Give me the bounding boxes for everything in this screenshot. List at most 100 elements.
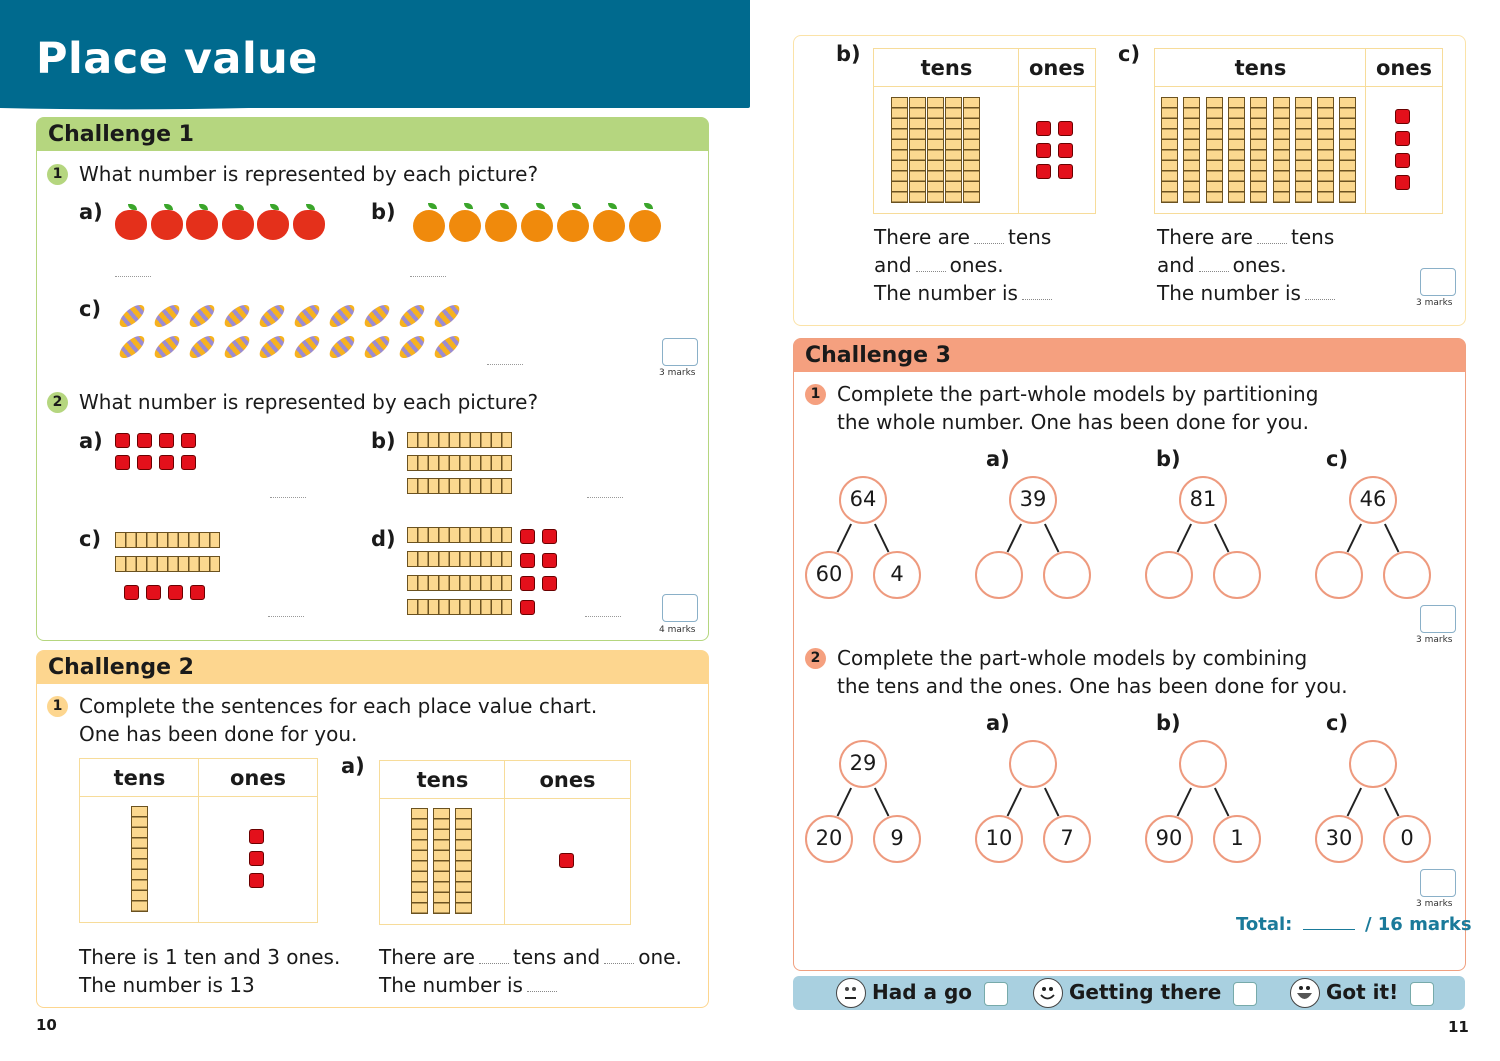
sentence-a-1: There are tens and one.	[379, 943, 682, 971]
text: tens	[1008, 225, 1052, 249]
divider	[198, 759, 199, 922]
ones-cube	[1058, 142, 1073, 158]
leaf-icon	[428, 203, 437, 209]
answer-blank[interactable]	[526, 991, 557, 992]
answer-line[interactable]	[487, 364, 523, 365]
ones-cube	[1058, 164, 1073, 179]
answer-blank[interactable]	[479, 963, 509, 964]
answer-blank[interactable]	[974, 243, 1004, 244]
whole-answer-circle[interactable]	[1349, 740, 1397, 788]
page-number-left: 10	[36, 1016, 57, 1034]
ones-cube	[249, 873, 264, 888]
tens-rod	[891, 97, 908, 203]
item-label: a)	[79, 200, 103, 224]
marks-box[interactable]	[662, 594, 698, 622]
answer-blank[interactable]	[1021, 299, 1052, 300]
total-label: Total:	[1236, 914, 1293, 935]
tens-header: tens	[80, 759, 199, 797]
part-answer-circle[interactable]	[1315, 551, 1363, 599]
part-answer-circle[interactable]	[1043, 551, 1091, 599]
answer-blank[interactable]	[915, 271, 946, 272]
answer-blank[interactable]	[1304, 299, 1335, 300]
part-answer-circle[interactable]	[1145, 551, 1193, 599]
total-blank[interactable]	[1302, 929, 1355, 930]
part-circle: 0	[1383, 815, 1431, 863]
question-number: 2	[805, 648, 826, 669]
ones-header: ones	[199, 759, 317, 797]
tens-rod	[455, 808, 472, 914]
question-text-line1: Complete the part-whole models by combin…	[837, 646, 1308, 670]
part-answer-circle[interactable]	[1213, 551, 1261, 599]
ones-cube	[1036, 121, 1051, 136]
tens-header: tens	[874, 49, 1019, 87]
answer-blank[interactable]	[1257, 243, 1287, 244]
marks-box[interactable]	[1420, 268, 1456, 296]
answer-line[interactable]	[115, 276, 151, 277]
text: The number is	[1157, 281, 1301, 305]
page-number-right: 11	[1448, 1018, 1469, 1036]
text: tens and	[513, 945, 601, 969]
marks-box[interactable]	[1420, 605, 1456, 633]
whole-circle: 29	[839, 740, 887, 788]
answer-blank[interactable]	[604, 963, 635, 964]
self-assessment-checkbox[interactable]	[1410, 982, 1434, 1006]
whole-answer-circle[interactable]	[1179, 740, 1227, 788]
answer-line[interactable]	[587, 497, 623, 498]
part-answer-circle[interactable]	[975, 551, 1023, 599]
question-text: What number is represented by each pictu…	[79, 390, 539, 414]
self-assessment-checkbox[interactable]	[984, 982, 1008, 1006]
marks-label: 3 marks	[659, 368, 696, 378]
tens-header: tens	[1155, 49, 1366, 87]
tens-rod	[407, 575, 512, 591]
answer-line[interactable]	[585, 616, 621, 617]
header-wave	[0, 96, 750, 110]
question-text-line2: the tens and the ones. One has been done…	[837, 674, 1348, 698]
ones-cube	[542, 576, 557, 591]
question-text-line2: the whole number. One has been done for …	[837, 410, 1309, 434]
grin-face-icon	[1290, 978, 1320, 1008]
ones-cube	[137, 455, 152, 470]
ones-header: ones	[1019, 49, 1095, 87]
part-answer-circle[interactable]	[1383, 551, 1431, 599]
question-text-line1: Complete the part-whole models by partit…	[837, 382, 1319, 406]
tens-rod	[909, 97, 926, 203]
tens-rod	[1250, 97, 1268, 203]
self-assessment-bar	[793, 976, 1465, 1010]
divider	[504, 761, 505, 924]
leaf-icon	[536, 203, 545, 209]
question-text-line2: One has been done for you.	[79, 722, 358, 746]
item-label: b)	[371, 200, 396, 224]
total-suffix: / 16 marks	[1364, 914, 1472, 935]
ones-cube	[159, 433, 174, 448]
item-label: c)	[79, 527, 102, 551]
place-value-chart-b: tens ones	[873, 48, 1096, 214]
whole-answer-circle[interactable]	[1009, 740, 1057, 788]
ones-cube	[520, 529, 535, 544]
ones-cube	[249, 851, 264, 866]
marks-box[interactable]	[1420, 869, 1456, 897]
part-circle: 4	[873, 551, 921, 599]
tens-rod	[407, 599, 512, 615]
answer-line[interactable]	[268, 616, 304, 617]
apple-icon	[292, 210, 325, 240]
ones-cube	[159, 455, 174, 470]
leaf-icon	[128, 204, 137, 210]
answer-blank[interactable]	[1198, 271, 1229, 272]
apple-icon	[150, 210, 183, 240]
tens-rod	[1205, 97, 1223, 203]
marks-box[interactable]	[662, 338, 698, 366]
text: The number is	[379, 973, 523, 997]
self-assessment-checkbox[interactable]	[1233, 982, 1257, 1006]
total-score: Total: / 16 marks	[1236, 914, 1472, 935]
answer-line[interactable]	[270, 497, 306, 498]
example-sentence-2: The number is 13	[79, 973, 255, 997]
answer-line[interactable]	[410, 276, 446, 277]
item-label: b)	[1156, 711, 1181, 735]
tens-rod	[115, 556, 220, 572]
apple-icon	[115, 210, 147, 240]
leaf-icon	[234, 204, 244, 210]
ones-header: ones	[505, 761, 630, 799]
footer-label: Had a go	[872, 980, 973, 1004]
part-circle: 1	[1213, 815, 1261, 863]
tens-rod	[407, 455, 512, 471]
